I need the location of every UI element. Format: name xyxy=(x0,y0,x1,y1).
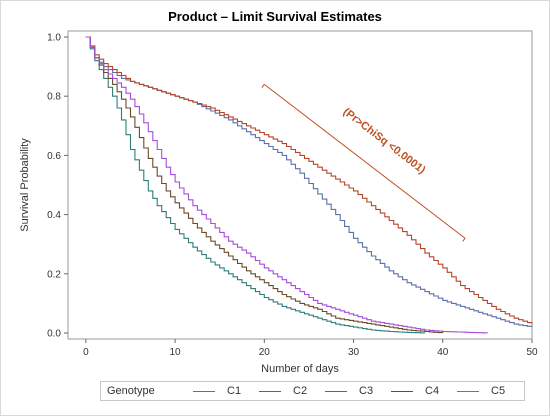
y-axis-ticks: 0.0 0.2 0.4 0.6 0.8 1.0 xyxy=(47,33,68,340)
plot-area xyxy=(67,30,533,340)
series-line-c1 xyxy=(85,36,533,328)
legend-label: C2 xyxy=(293,385,308,397)
y-tick-label: 0.0 xyxy=(47,329,61,340)
y-tick-label: 0.2 xyxy=(47,269,61,280)
x-tick-label: 20 xyxy=(259,347,271,358)
x-tick-label: 50 xyxy=(526,347,538,358)
series-line-c5 xyxy=(85,36,488,334)
x-axis-label: Number of days xyxy=(261,363,339,375)
y-tick-label: 0.4 xyxy=(47,210,61,221)
series-line-c2 xyxy=(85,36,533,325)
x-tick-label: 10 xyxy=(170,347,182,358)
legend-label: C4 xyxy=(425,385,440,397)
x-tick-label: 40 xyxy=(437,347,449,358)
annotation-line xyxy=(264,83,466,239)
legend-swatch xyxy=(325,391,347,392)
series-line-c3 xyxy=(85,36,426,334)
y-axis-label: Survival Probability xyxy=(19,138,31,232)
annotation-text: (Pr>ChiSq <0.0001) xyxy=(341,106,428,177)
series-lines xyxy=(85,36,533,334)
chart-title: Product – Limit Survival Estimates xyxy=(168,9,382,24)
legend-label: C3 xyxy=(359,385,374,397)
annotation-end-cap xyxy=(462,237,466,242)
annotation-end-cap xyxy=(261,84,265,88)
y-tick-label: 1.0 xyxy=(47,33,61,44)
x-tick-label: 30 xyxy=(348,347,360,358)
legend-label: C5 xyxy=(491,385,506,397)
annotation-group: (Pr>ChiSq <0.0001) xyxy=(261,83,466,242)
x-tick-label: 0 xyxy=(83,347,89,358)
legend-swatch xyxy=(457,391,479,392)
y-tick-label: 0.8 xyxy=(47,92,61,103)
x-axis-ticks: 0 10 20 30 40 50 xyxy=(83,339,538,358)
legend-swatch xyxy=(193,391,215,392)
series-line-c4 xyxy=(85,36,444,334)
legend-title: Genotype xyxy=(107,385,155,397)
y-tick-label: 0.6 xyxy=(47,151,61,162)
legend-label: C1 xyxy=(227,385,242,397)
legend-swatch xyxy=(391,391,413,392)
legend: Genotype C1 C2 C3 C4 C5 xyxy=(100,381,525,401)
legend-swatch xyxy=(259,391,281,392)
